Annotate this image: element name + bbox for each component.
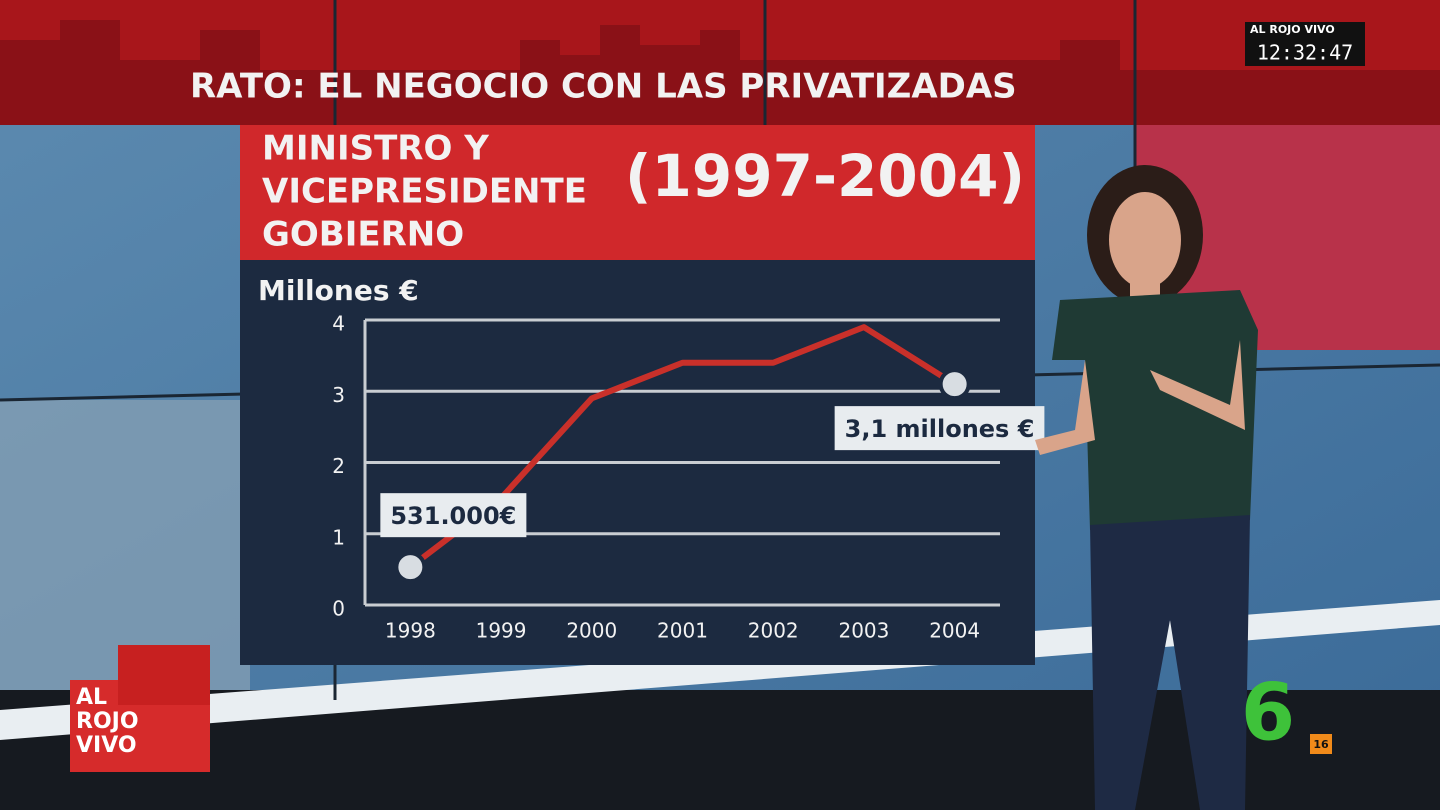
presenter: [1035, 165, 1258, 810]
rating: 16: [1313, 738, 1329, 751]
wall-panel: [0, 400, 250, 690]
value-label-box: [834, 406, 1045, 451]
logo-line: AL: [76, 685, 107, 710]
x-tick-label: 2003: [838, 619, 889, 643]
point: [394, 551, 427, 584]
subtitle-line: VICEPRESIDENTE: [262, 172, 587, 212]
light-strip: [0, 600, 1440, 740]
rating-box: [1310, 734, 1332, 754]
x-tick-label: 2000: [566, 619, 617, 643]
y-tick-label: 0: [332, 597, 345, 621]
value-label-box: [380, 493, 527, 538]
y-tick-label: 1: [332, 525, 345, 549]
x-tick-label: 1998: [385, 619, 436, 643]
program-tag: AL ROJO VIVO: [1250, 23, 1335, 36]
headline: RATO: EL NEGOCIO CON LAS PRIVATIZADAS: [190, 67, 1017, 107]
point: [938, 368, 971, 401]
period: (1997-2004): [625, 142, 1025, 210]
clock-box: [1245, 22, 1365, 66]
x-tick-label: 1999: [476, 619, 527, 643]
x-tick-label: 2001: [657, 619, 708, 643]
value-label: 531.000€: [390, 502, 516, 530]
subtitle-line: GOBIERNO: [262, 215, 464, 255]
logo-box-top: [118, 645, 210, 705]
value-label: 3,1 millones €: [845, 415, 1035, 443]
chart-header: [240, 125, 1035, 260]
x-tick-label: 2004: [929, 619, 980, 643]
logo-line: ROJO: [76, 709, 139, 734]
y-tick-label: 2: [332, 454, 345, 478]
y-tick-label: 3: [332, 383, 345, 407]
logo-line: VIVO: [76, 733, 137, 758]
skyline: [0, 20, 1440, 125]
plot: 0 1 2 3 4 1998 1999 2000 2001 2002 2003 2004 531.000…: [332, 312, 1045, 643]
y-tick-label: 4: [332, 312, 345, 336]
x-tick-label: 2002: [748, 619, 799, 643]
channel-logo: 6: [1241, 668, 1295, 758]
y-axis-label: Millones €: [258, 274, 419, 307]
subtitle-line: MINISTRO Y: [262, 129, 489, 169]
clock: 12:32:47: [1257, 41, 1353, 65]
